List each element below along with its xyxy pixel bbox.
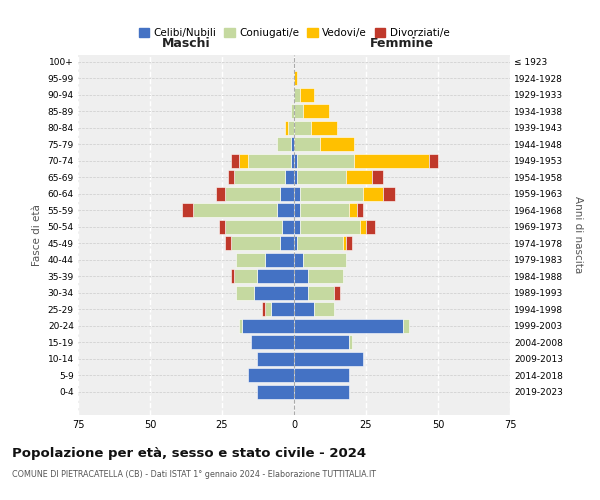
Y-axis label: Fasce di età: Fasce di età: [32, 204, 42, 266]
Bar: [265, 252, 294, 266]
Bar: [430, 154, 438, 168]
Bar: [288, 121, 294, 135]
Bar: [254, 286, 294, 300]
Bar: [343, 236, 346, 250]
Bar: [300, 88, 314, 102]
Bar: [294, 335, 349, 349]
Bar: [346, 170, 372, 184]
Bar: [271, 302, 294, 316]
Bar: [230, 236, 280, 250]
Bar: [308, 269, 343, 283]
Bar: [314, 302, 334, 316]
Bar: [294, 154, 297, 168]
Bar: [355, 154, 430, 168]
Bar: [320, 138, 355, 151]
Bar: [297, 154, 355, 168]
Bar: [242, 318, 294, 332]
Bar: [219, 220, 225, 234]
Bar: [294, 318, 403, 332]
Bar: [311, 121, 337, 135]
Legend: Celibi/Nubili, Coniugati/e, Vedovi/e, Divorziati/e: Celibi/Nubili, Coniugati/e, Vedovi/e, Di…: [134, 24, 454, 42]
Bar: [403, 318, 409, 332]
Bar: [280, 187, 294, 201]
Bar: [257, 384, 294, 398]
Bar: [239, 318, 242, 332]
Bar: [300, 187, 363, 201]
Bar: [294, 121, 311, 135]
Bar: [216, 187, 225, 201]
Bar: [283, 220, 294, 234]
Bar: [294, 302, 314, 316]
Bar: [228, 170, 233, 184]
Bar: [366, 220, 374, 234]
Bar: [257, 352, 294, 366]
Bar: [233, 269, 257, 283]
Bar: [294, 352, 363, 366]
Bar: [286, 121, 288, 135]
Bar: [286, 170, 294, 184]
Bar: [230, 269, 233, 283]
Bar: [251, 335, 294, 349]
Bar: [225, 220, 283, 234]
Bar: [294, 204, 300, 218]
Bar: [233, 170, 286, 184]
Bar: [358, 204, 363, 218]
Bar: [236, 286, 254, 300]
Bar: [294, 368, 349, 382]
Bar: [248, 154, 291, 168]
Bar: [294, 88, 300, 102]
Bar: [257, 269, 294, 283]
Bar: [294, 269, 308, 283]
Bar: [291, 104, 294, 118]
Bar: [294, 286, 308, 300]
Bar: [248, 368, 294, 382]
Bar: [349, 204, 358, 218]
Bar: [294, 104, 302, 118]
Bar: [291, 138, 294, 151]
Bar: [294, 220, 300, 234]
Bar: [294, 384, 349, 398]
Bar: [308, 286, 334, 300]
Y-axis label: Anni di nascita: Anni di nascita: [573, 196, 583, 274]
Bar: [302, 104, 329, 118]
Bar: [363, 187, 383, 201]
Text: Maschi: Maschi: [161, 38, 211, 51]
Bar: [297, 236, 343, 250]
Bar: [239, 154, 248, 168]
Bar: [297, 170, 346, 184]
Bar: [294, 170, 297, 184]
Bar: [349, 335, 352, 349]
Bar: [300, 204, 349, 218]
Text: COMUNE DI PIETRACATELLA (CB) - Dati ISTAT 1° gennaio 2024 - Elaborazione TUTTITA: COMUNE DI PIETRACATELLA (CB) - Dati ISTA…: [12, 470, 376, 479]
Bar: [182, 204, 193, 218]
Bar: [262, 302, 265, 316]
Bar: [236, 252, 265, 266]
Bar: [360, 220, 366, 234]
Bar: [265, 302, 271, 316]
Bar: [277, 138, 291, 151]
Bar: [300, 220, 360, 234]
Bar: [294, 72, 297, 86]
Bar: [193, 204, 277, 218]
Bar: [302, 252, 346, 266]
Bar: [372, 170, 383, 184]
Bar: [294, 187, 300, 201]
Bar: [225, 187, 280, 201]
Bar: [277, 204, 294, 218]
Bar: [280, 236, 294, 250]
Bar: [294, 138, 320, 151]
Bar: [346, 236, 352, 250]
Bar: [294, 252, 302, 266]
Bar: [334, 286, 340, 300]
Bar: [294, 236, 297, 250]
Bar: [291, 154, 294, 168]
Text: Femmine: Femmine: [370, 38, 434, 51]
Bar: [225, 236, 230, 250]
Bar: [230, 154, 239, 168]
Text: Popolazione per età, sesso e stato civile - 2024: Popolazione per età, sesso e stato civil…: [12, 448, 366, 460]
Bar: [383, 187, 395, 201]
